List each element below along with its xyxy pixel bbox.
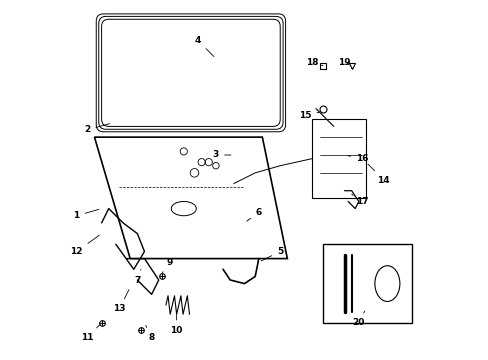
Text: 12: 12: [70, 235, 99, 256]
Text: 5: 5: [261, 247, 283, 261]
Text: 14: 14: [367, 164, 389, 185]
Bar: [323, 244, 411, 323]
Text: 10: 10: [170, 315, 183, 334]
Text: 20: 20: [352, 311, 364, 327]
Text: 9: 9: [162, 258, 172, 273]
Text: 7: 7: [134, 269, 141, 284]
Text: 3: 3: [212, 150, 230, 159]
Text: 17: 17: [351, 194, 368, 206]
Text: 2: 2: [84, 123, 109, 135]
Text: 4: 4: [195, 36, 214, 57]
Text: 1: 1: [73, 210, 99, 220]
Text: 13: 13: [113, 290, 129, 313]
Text: 15: 15: [298, 111, 319, 120]
Text: 6: 6: [246, 208, 262, 221]
Text: 18: 18: [305, 58, 323, 67]
Text: 8: 8: [145, 325, 154, 342]
Text: 11: 11: [81, 325, 100, 342]
Text: 19: 19: [338, 58, 350, 67]
Text: 16: 16: [346, 154, 368, 163]
